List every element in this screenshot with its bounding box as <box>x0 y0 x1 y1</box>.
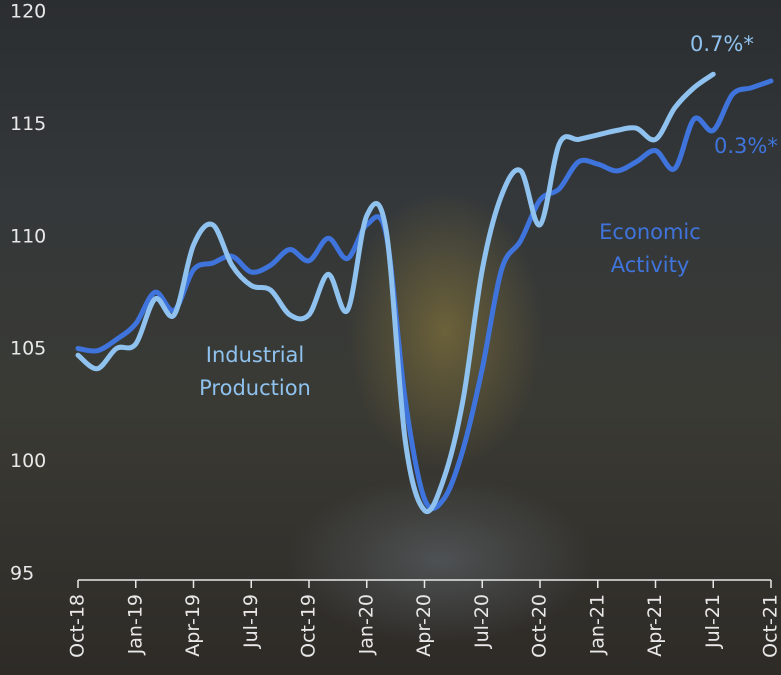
x-tick-label: Jul-21 <box>702 594 724 649</box>
x-tick-label: Oct-21 <box>760 594 781 658</box>
plot: 95 100 105 110 115 120 Oct-18 Jan-19 Apr-19 Jul-1… <box>0 0 781 675</box>
series-label: Industrial Production <box>180 339 330 405</box>
annotation: 0.7%* <box>690 28 754 61</box>
x-tick-label: Apr-20 <box>413 594 435 657</box>
x-tick-label: Jan-21 <box>586 594 608 655</box>
x-tick-label: Oct-18 <box>67 594 89 658</box>
x-tick-label: Oct-19 <box>298 594 320 658</box>
y-tick-label: 100 <box>10 450 46 472</box>
chart: 95 100 105 110 115 120 Oct-18 Jan-19 Apr-19 Jul-1… <box>0 0 781 675</box>
x-tick-label: Apr-19 <box>182 594 204 657</box>
x-tick-label: Jul-19 <box>240 594 262 649</box>
annotation: 0.3%* <box>714 130 778 163</box>
x-tick-label: Jan-20 <box>355 594 377 655</box>
x-tick-label: Jul-20 <box>471 594 493 649</box>
y-tick-label: 95 <box>10 563 34 585</box>
y-tick-label: 115 <box>10 113 46 135</box>
y-tick-label: 120 <box>10 1 46 23</box>
y-tick-label: 105 <box>10 338 46 360</box>
y-tick-label: 110 <box>10 225 46 247</box>
series-label: Economic Activity <box>560 216 740 282</box>
x-tick-label: Oct-20 <box>529 594 551 658</box>
x-tick-label: Jan-19 <box>124 594 146 655</box>
x-tick-label: Apr-21 <box>644 594 666 657</box>
